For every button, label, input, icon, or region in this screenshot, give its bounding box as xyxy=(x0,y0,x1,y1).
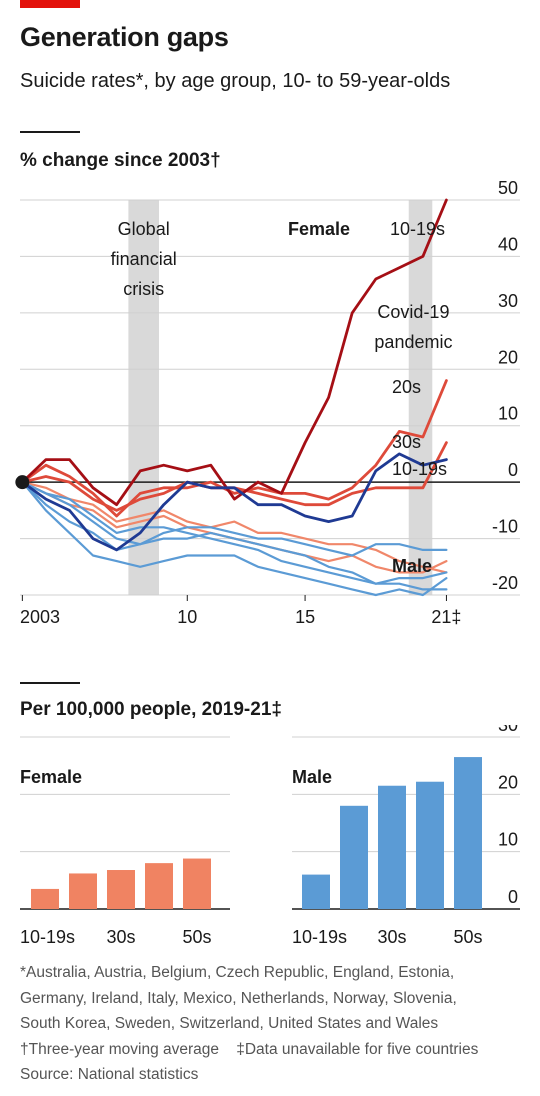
bar-y-tick-label: 0 xyxy=(508,887,518,907)
footnote-line: *Australia, Austria, Belgium, Czech Repu… xyxy=(20,964,455,981)
female-20s-label: 20s xyxy=(392,377,421,397)
footnote-line: †Three-year moving average ‡Data unavail… xyxy=(20,1040,479,1058)
bar-male-40s xyxy=(416,781,444,909)
series-line-male-40s xyxy=(21,481,448,591)
footnote-line: South Korea, Sweden, Switzerland, United… xyxy=(20,1015,439,1032)
male-label: Male xyxy=(392,556,432,576)
bar-male-30s xyxy=(378,785,406,909)
financial-crisis-label: Global xyxy=(118,219,170,239)
x-tick-label: 15 xyxy=(295,607,315,627)
footnotes: *Australia, Austria, Belgium, Czech Repu… xyxy=(20,960,530,1088)
bar-female-50s xyxy=(183,858,211,909)
footnote-line: Germany, Ireland, Italy, Mexico, Netherl… xyxy=(20,989,457,1007)
section-rule-bottom xyxy=(20,682,80,684)
x-tick-label: 21‡ xyxy=(431,607,461,627)
brand-tab xyxy=(20,0,80,8)
origin-dot xyxy=(15,475,30,490)
bar-category-label: 10-19s xyxy=(292,927,347,947)
bar-y-tick-label: 10 xyxy=(498,830,518,850)
covid-label: Covid-19 xyxy=(377,302,449,322)
y-tick-label: -10 xyxy=(492,517,518,537)
bar-female-30s xyxy=(107,870,135,909)
male-panel-title: Male xyxy=(292,767,332,787)
financial-crisis-label: crisis xyxy=(123,279,164,299)
bar-category-label: 10-19s xyxy=(20,927,75,947)
line-chart: -20 -10 0 10 20 30 40 50 2003 10 15 21‡ Global finan… xyxy=(15,178,520,627)
x-tick-label: 10 xyxy=(177,607,197,627)
bar-y-tick-label: 30 xyxy=(498,725,518,735)
bar-female-20s xyxy=(69,873,97,909)
x-tick-label: 2003 xyxy=(20,607,60,627)
series-line-male-50s xyxy=(21,481,448,597)
y-tick-label: 20 xyxy=(498,347,518,367)
bar-category-label: 50s xyxy=(182,927,211,947)
male-10-19s-label: 10-19s xyxy=(392,459,447,479)
source-line: Source: National statistics xyxy=(20,1066,199,1083)
y-tick-label: 40 xyxy=(498,234,518,254)
grid-layer: -20 -10 0 10 20 30 40 50 2003 10 15 21‡ xyxy=(20,178,520,627)
series-line-female-40s xyxy=(21,481,448,574)
bar-chart-label: Per 100,000 people, 2019-21‡ xyxy=(20,699,282,720)
bar-layer: Female 10-19s 30s 50s Male 10-19s 30s 50s xyxy=(20,757,483,947)
y-tick-label: 50 xyxy=(498,178,518,198)
section-rule-top xyxy=(20,131,80,133)
bar-male-50s xyxy=(454,757,482,909)
bar-male-20s xyxy=(340,805,368,909)
label-layer: Global financial crisis Covid-19 pandemic Fem… xyxy=(111,219,453,576)
bar-female-10-19s xyxy=(31,888,59,909)
series-layer xyxy=(15,198,448,597)
bar-y-tick-label: 20 xyxy=(498,772,518,792)
series-line-female-20s xyxy=(21,379,448,518)
y-tick-label: -20 xyxy=(492,573,518,593)
bar-chart: 0 10 20 30 Female 10-19s 30s 50s Male 10-19s 30s 5… xyxy=(20,725,520,947)
chart-subtitle: Suicide rates*, by age group, 10- to 59-… xyxy=(20,70,451,92)
bar-male-10-19s xyxy=(302,874,330,909)
bar-female-40s xyxy=(145,863,173,909)
series-line-male-20s xyxy=(21,481,448,557)
female-panel-title: Female xyxy=(20,767,82,787)
financial-crisis-label: financial xyxy=(111,249,177,269)
bar-category-label: 50s xyxy=(453,927,482,947)
chart-title: Generation gaps xyxy=(20,22,229,52)
female-30s-label: 30s xyxy=(392,432,421,452)
covid-label: pandemic xyxy=(374,332,452,352)
line-chart-label: % change since 2003† xyxy=(20,150,221,171)
female-label: Female xyxy=(288,219,350,239)
y-tick-label: 10 xyxy=(498,404,518,424)
bar-category-label: 30s xyxy=(377,927,406,947)
series-line-male-10-19s xyxy=(21,452,448,552)
series-line-female-10-19s xyxy=(21,198,448,507)
y-tick-label: 30 xyxy=(498,291,518,311)
covid-band xyxy=(408,200,433,595)
y-tick-label: 0 xyxy=(508,460,518,480)
bar-category-label: 30s xyxy=(106,927,135,947)
female-10-19s-label: 10-19s xyxy=(390,219,445,239)
